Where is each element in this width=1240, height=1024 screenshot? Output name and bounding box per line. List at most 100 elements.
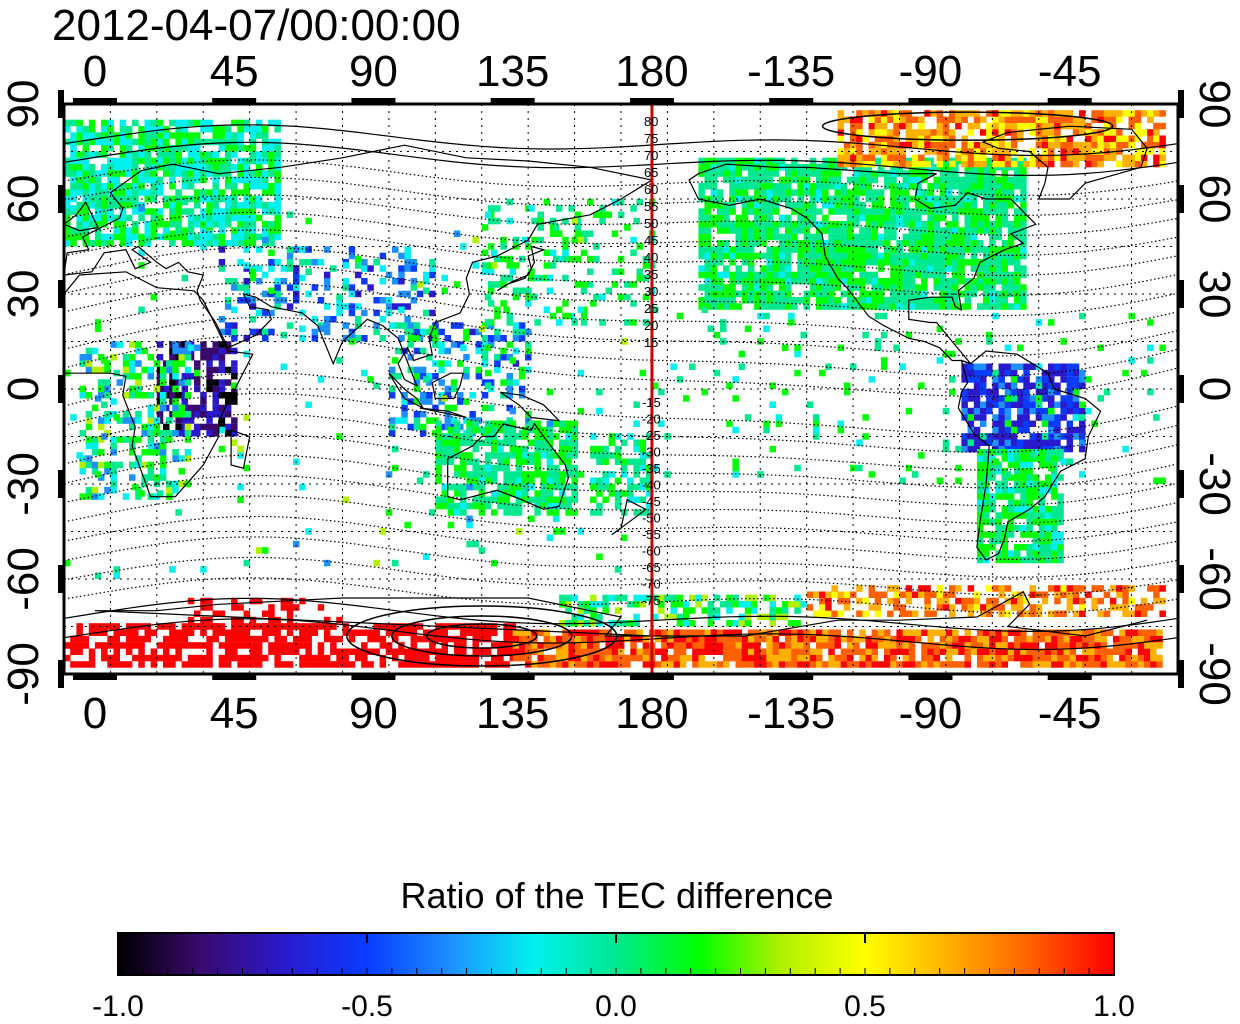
tec-cell	[1014, 271, 1021, 279]
tec-cell	[82, 138, 90, 146]
tec-cell	[509, 502, 517, 510]
tec-cell	[1097, 135, 1104, 142]
tec-cell	[156, 126, 164, 133]
tec-cell	[249, 145, 257, 152]
tec-cell	[1038, 449, 1046, 456]
tec-cell	[874, 344, 882, 351]
tec-cell	[952, 214, 959, 222]
tec-cell	[231, 164, 238, 171]
tec-cell	[924, 591, 931, 598]
tec-cell	[921, 661, 928, 668]
tec-cell	[828, 221, 835, 228]
tec-cell	[741, 246, 749, 253]
tec-cell	[249, 214, 257, 222]
tec-cell	[262, 189, 269, 196]
tec-cell	[512, 262, 520, 269]
tec-cell	[877, 240, 885, 247]
tec-cell	[435, 477, 442, 484]
tec-cell	[970, 214, 978, 222]
tec-cell	[874, 610, 882, 617]
tec-cell	[927, 648, 934, 655]
tec-cell	[983, 297, 990, 304]
tec-cell	[494, 354, 501, 361]
tec-cell	[444, 360, 452, 367]
tec-cell	[791, 240, 798, 247]
tec-cell	[398, 629, 405, 636]
tec-cell	[150, 126, 158, 133]
tec-cell	[716, 271, 724, 279]
tec-cell	[630, 236, 637, 244]
tec-cell	[506, 262, 513, 269]
tec-cell	[983, 290, 990, 298]
tec-cell	[1051, 635, 1058, 643]
tec-cell	[156, 151, 164, 158]
tec-cell	[317, 642, 325, 649]
tec-cell	[955, 464, 962, 472]
tec-cell	[206, 597, 213, 605]
tec-cell	[599, 654, 606, 662]
tec-cell	[156, 341, 164, 348]
tec-cell	[911, 141, 919, 149]
tec-cell	[385, 623, 393, 630]
tec-cell	[435, 458, 442, 465]
tec-cell	[902, 642, 910, 649]
tec-cell	[119, 164, 127, 171]
tec-cell	[735, 303, 742, 310]
tec-cell	[976, 246, 984, 253]
tec-cell	[955, 585, 962, 592]
tec-cell	[605, 211, 612, 218]
tec-cell	[998, 110, 1005, 117]
tec-cell	[64, 654, 71, 662]
tec-cell	[481, 262, 489, 269]
tec-cell	[135, 417, 142, 424]
tec-cell	[716, 189, 724, 196]
tec-cell	[908, 635, 916, 643]
tec-cell	[1001, 176, 1009, 184]
tec-cell	[942, 135, 950, 142]
tec-cell	[163, 623, 170, 630]
tec-cell	[1041, 395, 1049, 402]
tec-cell	[834, 271, 841, 279]
tec-cell	[175, 126, 182, 133]
tec-cell	[1014, 233, 1021, 241]
tec-cell	[843, 591, 851, 598]
tec-cell	[150, 164, 158, 171]
tec-cell	[877, 629, 885, 636]
tec-cell	[862, 414, 869, 421]
tec-cell	[249, 316, 257, 323]
tec-cell	[828, 170, 835, 177]
tec-cell	[70, 195, 77, 203]
tec-cell	[599, 661, 606, 668]
tec-cell	[698, 635, 705, 643]
tec-cell	[135, 385, 142, 393]
tec-cell	[407, 423, 414, 431]
tec-cell	[809, 214, 817, 222]
tec-cell	[1144, 629, 1151, 636]
tec-cell	[927, 265, 934, 272]
tec-cell	[1066, 591, 1074, 598]
tec-cell	[846, 214, 854, 222]
tec-cell	[763, 426, 770, 434]
tec-cell	[816, 297, 823, 304]
tec-cell	[135, 379, 142, 386]
tec-cell	[187, 138, 195, 146]
tec-cell	[741, 183, 749, 190]
tec-cell	[741, 284, 749, 291]
tec-cell	[1007, 183, 1015, 190]
tec-cell	[973, 407, 981, 415]
tec-cell	[200, 208, 207, 215]
tec-cell	[710, 635, 718, 643]
tec-cell	[840, 246, 848, 253]
tec-cell	[141, 347, 148, 355]
tec-cell	[871, 202, 879, 209]
tec-cell	[896, 629, 903, 636]
tec-cell	[766, 303, 773, 310]
tec-cell	[1014, 512, 1021, 519]
tec-cell	[379, 278, 387, 285]
tec-cell	[945, 202, 953, 209]
tec-cell	[995, 642, 1002, 649]
tec-cell	[336, 648, 343, 655]
tec-cell	[747, 164, 755, 171]
tec-cell	[1017, 363, 1024, 370]
tec-cell	[877, 195, 885, 203]
